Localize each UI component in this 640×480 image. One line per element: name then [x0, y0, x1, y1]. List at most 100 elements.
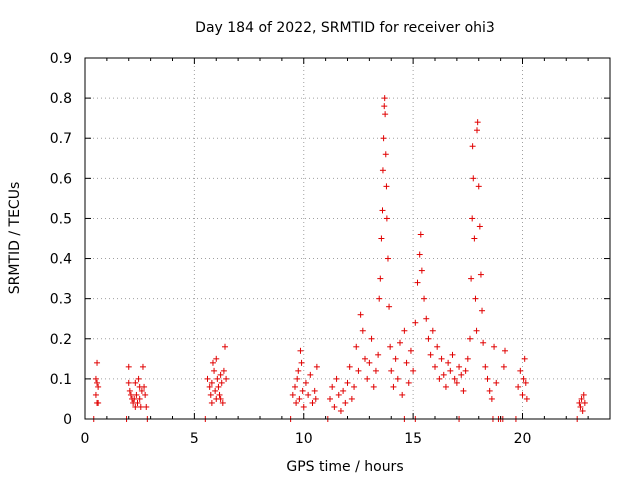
data-point	[458, 371, 465, 378]
data-point	[388, 367, 395, 374]
y-axis-label: SRMTID / TECUs	[7, 182, 23, 295]
y-tick-label: 0.8	[50, 91, 72, 107]
data-point	[139, 363, 146, 370]
data-point	[375, 351, 382, 358]
grid	[85, 58, 610, 419]
data-point	[135, 375, 142, 382]
data-point	[578, 395, 585, 402]
data-point	[125, 379, 132, 386]
data-point	[471, 235, 478, 242]
data-point	[223, 375, 230, 382]
data-point	[449, 351, 456, 358]
data-point	[214, 375, 221, 382]
data-point	[209, 359, 216, 366]
data-point	[414, 279, 421, 286]
data-point	[519, 391, 526, 398]
data-point	[493, 379, 500, 386]
data-point	[382, 111, 389, 118]
data-point	[517, 367, 524, 374]
data-point	[392, 355, 399, 362]
data-point	[131, 395, 138, 402]
y-tick-label: 0.1	[50, 372, 72, 388]
data-point	[476, 223, 483, 230]
data-point	[216, 391, 223, 398]
data-point	[357, 311, 364, 318]
data-point	[94, 379, 101, 386]
data-point	[379, 167, 386, 174]
data-point	[327, 395, 333, 402]
data-point	[370, 383, 377, 390]
data-point	[403, 359, 410, 366]
data-point	[364, 375, 371, 382]
data-point	[418, 267, 425, 274]
data-point	[132, 403, 139, 410]
data-point	[92, 391, 99, 398]
data-point	[399, 391, 406, 398]
data-point	[462, 367, 469, 374]
x-tick-label: 10	[295, 431, 313, 447]
data-point	[133, 391, 140, 398]
data-point	[405, 379, 412, 386]
data-point	[384, 255, 391, 262]
data-point	[579, 407, 586, 414]
data-point	[468, 275, 475, 282]
data-point	[473, 327, 480, 334]
data-point	[292, 383, 298, 390]
data-point	[581, 399, 588, 406]
data-point	[206, 383, 213, 390]
x-axis-label: GPS time / hours	[286, 459, 403, 475]
data-point	[500, 363, 507, 370]
data-point	[378, 235, 385, 242]
data-point	[309, 399, 316, 406]
data-point	[340, 387, 347, 394]
data-point	[416, 251, 423, 258]
data-point	[421, 295, 428, 302]
data-point	[313, 363, 320, 370]
data-point	[477, 271, 484, 278]
y-tick-label: 0.3	[50, 292, 72, 308]
data-point	[417, 231, 424, 238]
data-point	[383, 183, 390, 190]
data-point	[142, 391, 149, 398]
data-point	[219, 399, 226, 406]
data-point	[143, 403, 150, 410]
data-point	[126, 387, 133, 394]
data-point	[474, 119, 481, 126]
x-tick-label: 15	[404, 431, 422, 447]
data-point	[580, 391, 587, 398]
data-point	[137, 403, 144, 410]
y-tick-label: 0	[63, 412, 72, 428]
data-point	[425, 335, 432, 342]
data-point	[482, 363, 489, 370]
data-point	[407, 347, 414, 354]
data-point	[366, 359, 373, 366]
data-point	[521, 355, 528, 362]
data-point	[217, 395, 224, 402]
data-point	[213, 355, 220, 362]
data-point	[305, 391, 312, 398]
data-point	[423, 315, 430, 322]
data-point	[138, 387, 145, 394]
y-tick-label: 0.2	[50, 332, 72, 348]
data-point	[312, 395, 319, 402]
data-point	[436, 375, 443, 382]
data-point	[295, 367, 302, 374]
data-point	[429, 327, 436, 334]
data-point	[294, 375, 301, 382]
y-tick-label: 0.9	[50, 51, 72, 67]
data-point	[488, 395, 495, 402]
data-point	[208, 399, 215, 406]
y-tick-label: 0.6	[50, 171, 72, 187]
data-point	[311, 387, 318, 394]
data-point	[381, 95, 388, 102]
x-tick-labels: 0 5 10 15 20	[81, 431, 532, 447]
y-tick-label: 0.4	[50, 252, 72, 268]
data-point	[132, 379, 139, 386]
y-tick-labels: 0 0.1 0.2 0.3 0.4 0.5 0.6 0.7 0.8 0.9	[50, 51, 72, 428]
data-point	[469, 143, 476, 150]
data-point	[293, 399, 300, 406]
data-point	[484, 375, 491, 382]
data-point	[491, 343, 498, 350]
data-point	[432, 363, 438, 370]
data-point	[348, 395, 355, 402]
